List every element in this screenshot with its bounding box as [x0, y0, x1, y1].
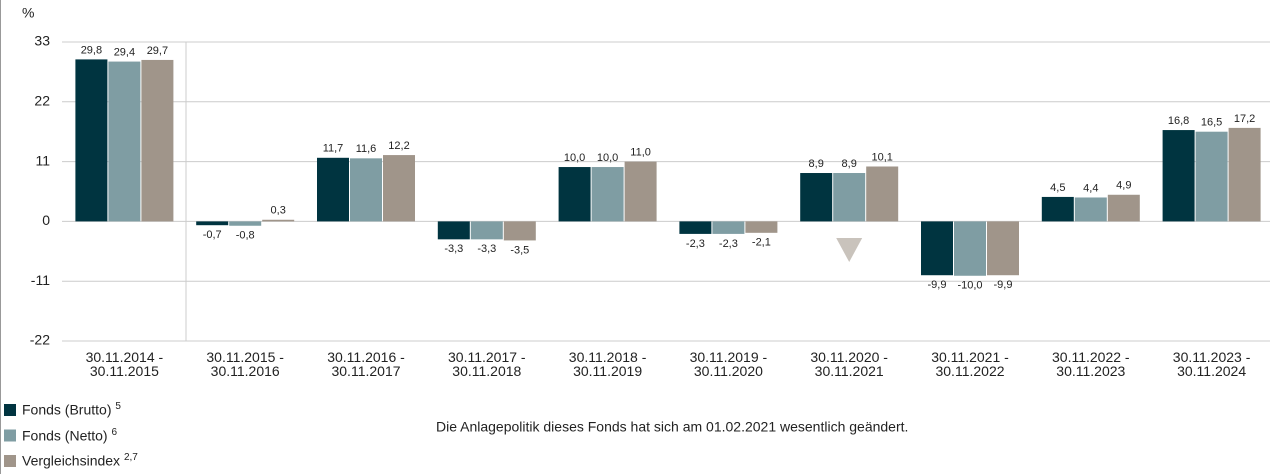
bar: [350, 158, 382, 222]
value-label: 29,7: [147, 45, 168, 57]
x-tick-label: 30.11.2017 - 30.11.2018: [448, 349, 526, 379]
value-label: 11,7: [323, 143, 344, 155]
bar: [1195, 131, 1228, 222]
bar: [987, 221, 1019, 276]
x-tick-label: 30.11.2023 - 30.11.2024: [1172, 349, 1251, 379]
legend-entry: Fonds (Netto) 6: [22, 427, 117, 444]
bar: [383, 155, 415, 222]
x-tick-label: 30.11.2014 - 30.11.2015: [85, 349, 164, 379]
y-axis-label: %: [22, 5, 34, 21]
y-tick-label: -22: [30, 332, 50, 348]
bar: [229, 221, 262, 226]
bar: [108, 61, 141, 222]
value-label: -2,3: [719, 238, 738, 250]
value-label: -9,9: [994, 279, 1013, 291]
x-tick-label: 30.11.2015 - 30.11.2016: [206, 349, 284, 379]
bar: [141, 59, 174, 222]
value-label: -3,3: [477, 243, 496, 255]
legend-entry: Vergleichsindex 2,7: [22, 452, 138, 469]
bar: [800, 173, 833, 222]
annotation-icon: [836, 238, 863, 262]
value-label: 4,4: [1083, 182, 1098, 194]
legend-note: 2,7: [123, 452, 138, 463]
legend-note: 5: [115, 401, 121, 412]
legend-label: Fonds (Netto): [22, 427, 108, 444]
bar: [712, 221, 745, 234]
y-tick-label: 22: [34, 93, 50, 109]
value-label: -0,7: [203, 229, 222, 241]
y-tick-label: 0: [42, 212, 50, 228]
value-label: 11,6: [356, 143, 377, 155]
value-label: 8,9: [809, 158, 824, 170]
value-label: 4,9: [1116, 180, 1131, 192]
value-label: -3,5: [510, 244, 529, 256]
bar: [1107, 194, 1140, 222]
bar: [624, 161, 657, 222]
bar: [921, 221, 953, 276]
value-label: 16,8: [1168, 115, 1189, 127]
y-tick-label: 33: [34, 33, 50, 49]
legend-label: Fonds (Brutto): [22, 401, 112, 418]
x-tick-label: 30.11.2018 - 30.11.2019: [568, 349, 647, 379]
x-tick-label: 30.11.2022 - 30.11.2023: [1052, 349, 1130, 379]
value-label: 4,5: [1050, 182, 1065, 194]
value-label: -0,8: [236, 230, 255, 242]
legend-swatch: [4, 429, 16, 442]
value-label: 11,0: [630, 147, 651, 159]
value-label: 8,9: [842, 158, 857, 170]
bar: [262, 219, 295, 222]
x-tick-label: 30.11.2019 - 30.11.2020: [689, 349, 768, 379]
bar: [833, 173, 866, 222]
legend-label: Vergleichsindex: [22, 452, 121, 469]
bar: [1041, 196, 1074, 222]
x-tick-label: 30.11.2016 - 30.11.2017: [327, 349, 405, 379]
value-label: 29,8: [81, 44, 102, 56]
value-label: 10,0: [564, 152, 585, 164]
legend-entry: Fonds (Brutto) 5: [22, 401, 121, 418]
value-label: 16,5: [1201, 117, 1222, 129]
value-label: -2,1: [752, 237, 771, 249]
value-label: 0,3: [271, 205, 286, 217]
value-label: -2,3: [686, 238, 705, 250]
value-label: -3,3: [444, 243, 463, 255]
value-label: 29,4: [114, 46, 135, 58]
y-tick-label: 11: [35, 152, 50, 168]
value-label: 10,1: [871, 151, 892, 163]
legend-swatch: [4, 404, 16, 416]
bar: [591, 167, 624, 222]
x-tick-label: 30.11.2021 - 30.11.2022: [931, 349, 1009, 379]
bar: [954, 221, 986, 276]
bar: [1162, 130, 1195, 222]
value-label: 17,2: [1234, 113, 1255, 125]
bar: [745, 221, 778, 233]
legend-swatch: [4, 455, 16, 467]
bar: [437, 221, 470, 240]
value-label: -10,0: [957, 280, 982, 292]
x-tick-label: 30.11.2020 - 30.11.2021: [810, 349, 888, 379]
legend-note: 6: [111, 426, 118, 438]
value-label: 10,0: [597, 152, 618, 164]
bar: [866, 166, 899, 222]
bar: [558, 167, 591, 222]
y-tick-label: -11: [31, 272, 50, 288]
bar: [75, 59, 108, 222]
bar: [317, 157, 349, 222]
bar: [503, 221, 536, 241]
bar: [196, 221, 229, 226]
bar: [679, 221, 712, 234]
value-label: -9,9: [928, 279, 947, 291]
bar: [1228, 127, 1261, 222]
annotation: Die Anlagepolitik dieses Fonds hat sich …: [436, 419, 908, 435]
bar: [1074, 197, 1107, 222]
bar: [470, 221, 503, 240]
value-label: 12,2: [388, 140, 409, 152]
